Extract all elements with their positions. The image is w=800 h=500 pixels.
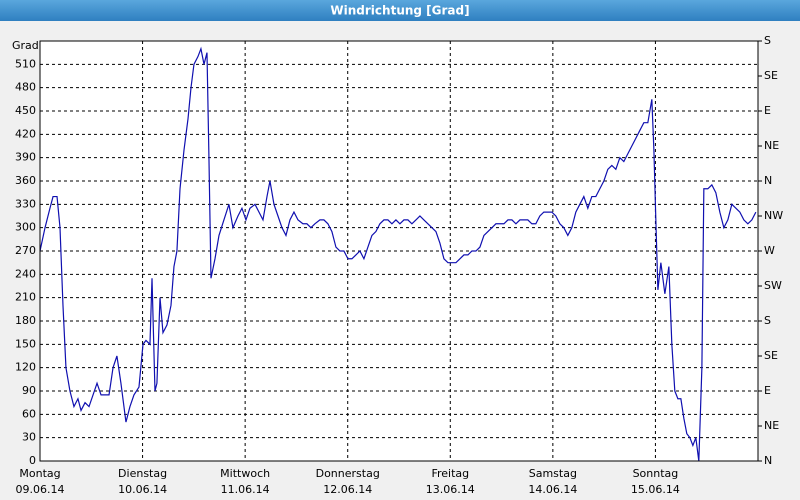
y-tick-label: 120 (15, 361, 36, 374)
y2-tick-label: NE (764, 419, 779, 432)
y-tick-label: 510 (15, 57, 36, 70)
y-tick-label: 420 (15, 127, 36, 140)
x-tick-date: 12.06.14 (323, 483, 372, 496)
y-tick-label: 450 (15, 104, 36, 117)
y-tick-label: 150 (15, 337, 36, 350)
x-tick-date: 15.06.14 (631, 483, 680, 496)
x-tick-label: Samstag (529, 467, 577, 480)
y-tick-label: 60 (22, 407, 36, 420)
x-tick-date: 11.06.14 (221, 483, 270, 496)
x-tick-label: Dienstag (118, 467, 167, 480)
y-tick-label: 0 (29, 454, 36, 467)
y-tick-label: 330 (15, 197, 36, 210)
plot (39, 46, 757, 462)
x-tick-date: 10.06.14 (118, 483, 167, 496)
y-tick-label: 390 (15, 151, 36, 164)
y-tick-label: 300 (15, 221, 36, 234)
y-tick-label: 90 (22, 384, 36, 397)
data-line (39, 46, 757, 462)
y-tick-label: 210 (15, 291, 36, 304)
x-tick-label: Montag (19, 467, 60, 480)
y2-tick-label: SE (764, 69, 778, 82)
y2-tick-label: W (764, 244, 775, 257)
y-axis-title: Grad (12, 39, 39, 52)
y-tick-label: 270 (15, 244, 36, 257)
y2-tick-label: NW (764, 209, 783, 222)
y2-tick-label: S (764, 34, 771, 47)
y-tick-label: 180 (15, 314, 36, 327)
y2-tick-label: N (764, 174, 772, 187)
x-tick-label: Donnerstag (316, 467, 380, 480)
y2-tick-label: S (764, 314, 771, 327)
chart-title: Windrichtung [Grad] (330, 4, 469, 18)
y2-tick-label: E (764, 104, 771, 117)
x-tick-label: Sonntag (633, 467, 679, 480)
y-tick-label: 30 (22, 431, 36, 444)
y2-tick-label: SE (764, 349, 778, 362)
y2-tick-label: N (764, 454, 772, 467)
y2-tick-label: E (764, 384, 771, 397)
y-tick-label: 360 (15, 174, 36, 187)
x-tick-label: Freitag (431, 467, 469, 480)
x-tick-date: 13.06.14 (426, 483, 475, 496)
plot-area (40, 41, 758, 461)
y2-tick-label: NE (764, 139, 779, 152)
x-tick-date: 09.06.14 (16, 483, 65, 496)
title-bar (0, 0, 800, 21)
y-tick-label: 240 (15, 267, 36, 280)
y-tick-label: 480 (15, 81, 36, 94)
x-tick-date: 14.06.14 (528, 483, 577, 496)
x-tick-label: Mittwoch (220, 467, 270, 480)
y2-tick-label: SW (764, 279, 782, 292)
